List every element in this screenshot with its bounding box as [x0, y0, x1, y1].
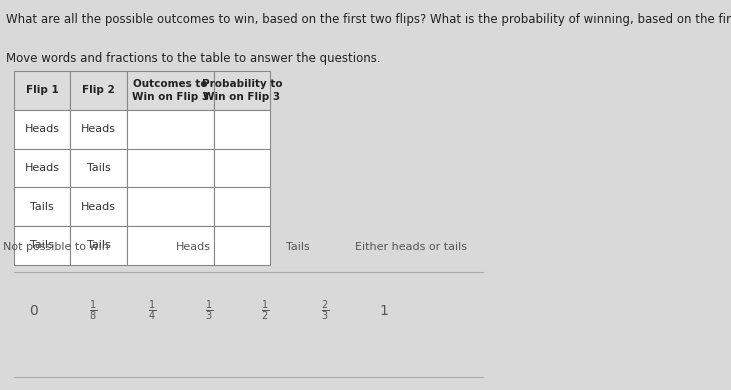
FancyBboxPatch shape: [14, 226, 70, 265]
FancyBboxPatch shape: [14, 71, 70, 110]
FancyBboxPatch shape: [70, 226, 127, 265]
Text: Move words and fractions to the table to answer the questions.: Move words and fractions to the table to…: [7, 52, 381, 65]
Text: Tails: Tails: [87, 240, 110, 250]
Text: Flip 2: Flip 2: [83, 85, 115, 96]
Text: Heads: Heads: [81, 202, 116, 212]
Text: Heads: Heads: [25, 124, 60, 134]
FancyBboxPatch shape: [213, 226, 270, 265]
FancyBboxPatch shape: [14, 110, 70, 149]
FancyBboxPatch shape: [213, 71, 270, 110]
FancyBboxPatch shape: [213, 110, 270, 149]
FancyBboxPatch shape: [14, 149, 70, 187]
FancyBboxPatch shape: [14, 187, 70, 226]
FancyBboxPatch shape: [127, 149, 213, 187]
Text: $\frac{1}{2}$: $\frac{1}{2}$: [261, 299, 270, 323]
FancyBboxPatch shape: [127, 110, 213, 149]
Text: $\frac{1}{3}$: $\frac{1}{3}$: [205, 299, 213, 323]
Text: Outcomes to
Win on Flip 3: Outcomes to Win on Flip 3: [132, 79, 209, 102]
Text: Heads: Heads: [176, 242, 211, 252]
FancyBboxPatch shape: [70, 110, 127, 149]
Text: Probability to
Win on Flip 3: Probability to Win on Flip 3: [202, 79, 282, 102]
Text: 0: 0: [29, 304, 38, 318]
Text: 1: 1: [379, 304, 388, 318]
Text: Tails: Tails: [87, 163, 110, 173]
Text: Tails: Tails: [30, 240, 54, 250]
Text: Tails: Tails: [30, 202, 54, 212]
Text: Tails: Tails: [286, 242, 309, 252]
FancyBboxPatch shape: [127, 226, 213, 265]
Text: Heads: Heads: [25, 163, 60, 173]
Text: $\frac{1}{4}$: $\frac{1}{4}$: [148, 299, 156, 323]
FancyBboxPatch shape: [127, 71, 213, 110]
FancyBboxPatch shape: [213, 149, 270, 187]
Text: Not possible to win: Not possible to win: [3, 242, 109, 252]
Text: Flip 1: Flip 1: [26, 85, 58, 96]
Text: Either heads or tails: Either heads or tails: [355, 242, 467, 252]
Text: What are all the possible outcomes to win, based on the first two flips? What is: What are all the possible outcomes to wi…: [7, 13, 731, 26]
FancyBboxPatch shape: [70, 149, 127, 187]
Text: Heads: Heads: [81, 124, 116, 134]
Text: $\frac{2}{3}$: $\frac{2}{3}$: [320, 299, 329, 323]
FancyBboxPatch shape: [70, 187, 127, 226]
Text: $\frac{1}{8}$: $\frac{1}{8}$: [88, 299, 96, 323]
FancyBboxPatch shape: [70, 71, 127, 110]
FancyBboxPatch shape: [213, 187, 270, 226]
FancyBboxPatch shape: [127, 187, 213, 226]
